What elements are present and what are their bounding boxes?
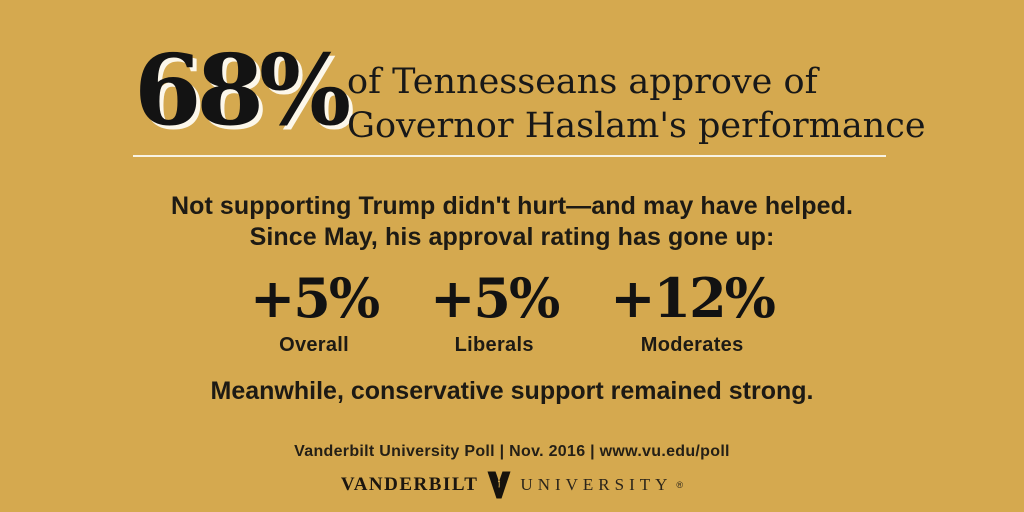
- headline-line-1: of Tennesseans approve of: [347, 62, 818, 102]
- stat-overall-value: +5%: [250, 266, 380, 330]
- vanderbilt-logo: VANDERBILT UNIVERSITY ®: [0, 471, 1024, 499]
- headline-text: of Tennesseans approve of Governor Hasla…: [347, 60, 926, 148]
- lead-paragraph: Not supporting Trump didn't hurt—and may…: [0, 191, 1024, 253]
- headline-line-2: Governor Haslam's performance: [347, 106, 926, 146]
- stat-moderates-label: Moderates: [640, 334, 744, 356]
- stats-row: +5% Overall +5% Liberals +12% Moderates: [0, 271, 1024, 357]
- stat-moderates: +12% Moderates: [610, 266, 776, 357]
- university-wordmark: UNIVERSITY: [520, 475, 673, 494]
- stat-liberals-value: +5%: [430, 266, 560, 330]
- source-attribution: Vanderbilt University Poll | Nov. 2016 |…: [294, 443, 730, 460]
- stat-moderates-value: +12%: [610, 266, 776, 330]
- divider-rule: [133, 155, 886, 157]
- vanderbilt-wordmark: VANDERBILT: [340, 474, 479, 495]
- vanderbilt-v-oak-leaf-icon: [487, 471, 511, 499]
- stat-liberals: +5% Liberals: [430, 266, 560, 357]
- headline-stat-68pct: 68%: [134, 33, 351, 147]
- stat-overall-label: Overall: [279, 334, 350, 356]
- lead-line-1: Not supporting Trump didn't hurt—and may…: [170, 192, 854, 220]
- registered-trademark-icon: ®: [676, 480, 684, 490]
- stat-liberals-label: Liberals: [454, 334, 534, 356]
- stat-overall: +5% Overall: [250, 266, 380, 357]
- lead-line-2: Since May, his approval rating has gone …: [249, 223, 775, 251]
- conclusion-text: Meanwhile, conservative support remained…: [210, 377, 814, 405]
